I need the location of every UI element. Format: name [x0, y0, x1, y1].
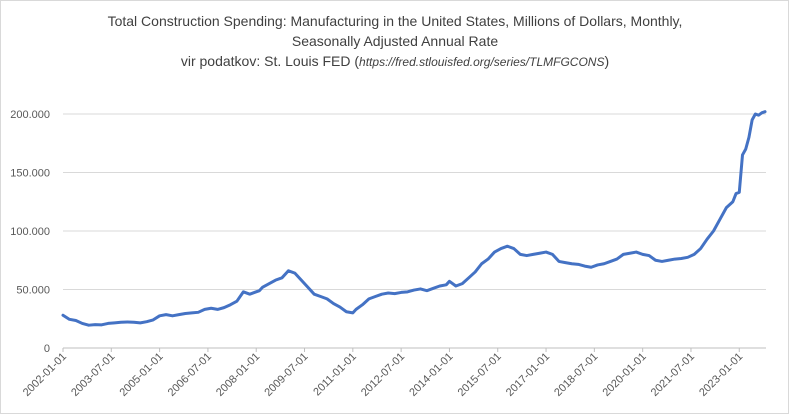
x-tick-label-9: 2015-07-01 — [456, 351, 504, 399]
y-tick-label-0: 0 — [44, 343, 50, 355]
source-prefix: vir podatkov: St. Louis FED ( — [181, 53, 360, 69]
x-tick-label-2: 2005-01-01 — [117, 351, 165, 399]
series-group — [61, 110, 767, 327]
gridlines — [63, 113, 766, 290]
x-tick-label-14: 2023-01-01 — [697, 351, 745, 399]
x-tick-label-1: 2003-07-01 — [69, 351, 117, 399]
x-tick-label-10: 2017-01-01 — [504, 351, 552, 399]
x-tick-label-13: 2021-07-01 — [649, 351, 697, 399]
x-tick-label-7: 2012-07-01 — [359, 351, 407, 399]
x-axis: 2002-01-01 2003-07-01 2005-01-01 2006-07-01… — [21, 347, 766, 399]
y-tick-label-2: 100.000 — [10, 226, 50, 238]
x-tick-label-6: 2011-01-01 — [311, 351, 359, 399]
x-tick-label-5: 2009-07-01 — [262, 351, 310, 399]
x-tick-label-4: 2008-01-01 — [214, 351, 262, 399]
x-tick-label-8: 2014-01-01 — [407, 351, 455, 399]
series-line-0 — [61, 110, 767, 327]
x-tick-label-3: 2006-07-01 — [166, 351, 214, 399]
source-url: https://fred.stlouisfed.org/series/TLMFG… — [359, 55, 604, 69]
y-tick-label-3: 150.000 — [10, 168, 50, 180]
chart-title: Total Construction Spending: Manufacturi… — [108, 13, 683, 69]
x-tick-label-11: 2018-07-01 — [552, 351, 600, 399]
source-suffix: ) — [604, 53, 609, 69]
y-axis: 0 50.000 100.000 150.000 200.000 — [10, 109, 50, 355]
y-tick-label-4: 200.000 — [10, 109, 50, 121]
source-line: vir podatkov: St. Louis FED (https://fre… — [181, 53, 609, 69]
y-tick-label-1: 50.000 — [16, 285, 50, 297]
title-line-1: Total Construction Spending: Manufacturi… — [108, 13, 683, 29]
x-tick-label-12: 2020-01-01 — [601, 351, 649, 399]
title-line-2: Seasonally Adjusted Annual Rate — [292, 33, 498, 49]
x-tick-label-0: 2002-01-01 — [21, 351, 69, 399]
